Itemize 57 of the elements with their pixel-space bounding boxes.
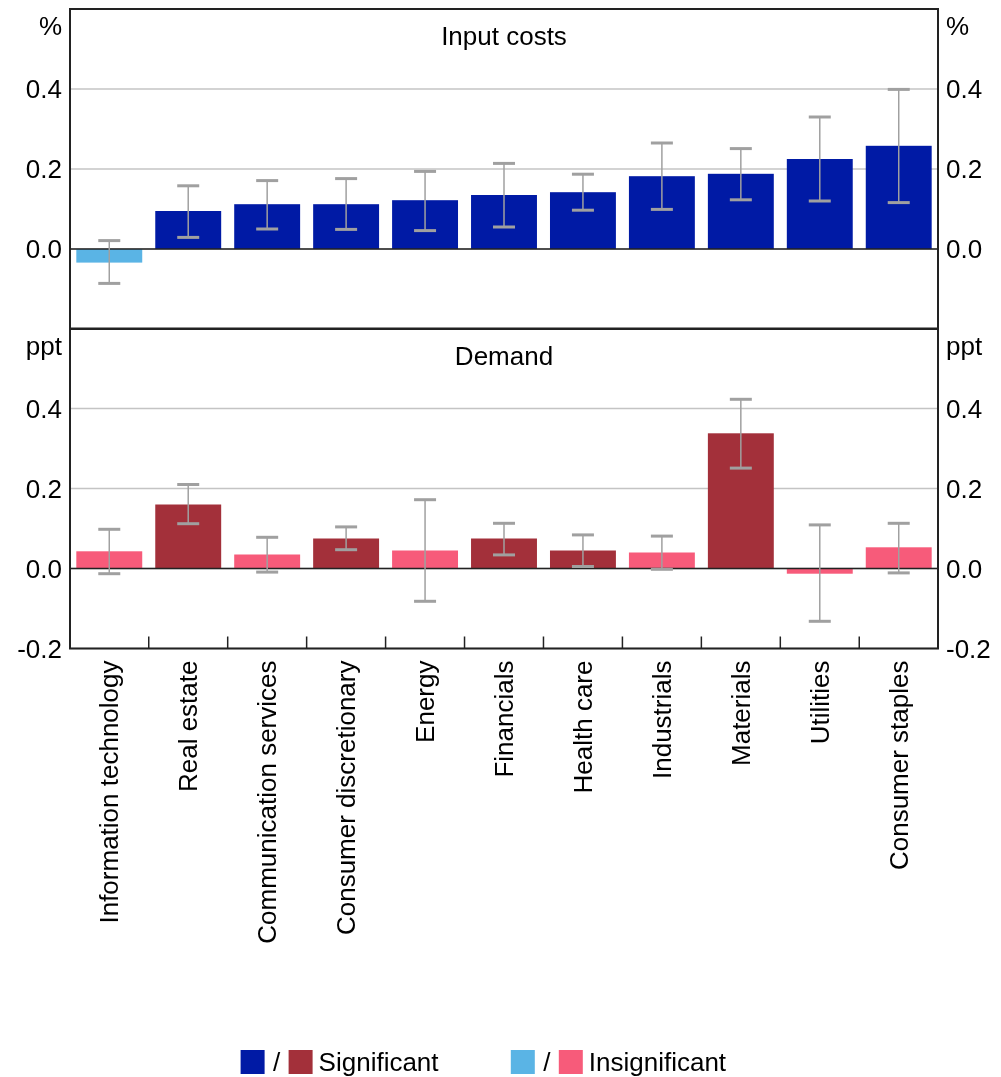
y-tick-label: -0.2 (17, 633, 62, 664)
text: / (272, 1047, 281, 1077)
bar (155, 504, 222, 569)
x-tick-label: Real estate (173, 660, 204, 793)
y2-axis-title: ppt (946, 330, 983, 361)
bar (707, 433, 774, 569)
y-tick-label: 0.2 (25, 154, 62, 185)
y-tick-label: 0.4 (25, 74, 62, 105)
text: Demand (454, 340, 554, 371)
bar (234, 204, 301, 249)
bar (865, 145, 932, 249)
y2-axis-title: % (946, 11, 970, 41)
x-tick-label: Materials (725, 660, 756, 766)
x-tick-label: Health care (568, 660, 599, 794)
bar (549, 192, 616, 249)
x-tick-label: Consumer staples (883, 660, 914, 871)
y2-tick-label: 0.4 (946, 74, 983, 105)
bar (76, 249, 143, 263)
bar (471, 538, 537, 569)
x-tick-label: Industrials (646, 660, 677, 779)
legend-label: Insignificant (588, 1047, 727, 1077)
bar (155, 211, 222, 249)
x-tick-label: Energy (410, 660, 441, 743)
bar (628, 552, 695, 569)
bar (549, 550, 616, 569)
y-tick-label: 0.4 (25, 393, 62, 424)
text: / (543, 1047, 552, 1077)
y-tick-label: 0.2 (25, 473, 62, 504)
y2-tick-label: 0.4 (946, 393, 983, 424)
y2-tick-label: 0.2 (946, 473, 983, 504)
x-tick-label: Information technology (94, 660, 125, 924)
bar (707, 173, 774, 249)
x-tick-label: Communication services (252, 660, 283, 944)
y2-tick-label: -0.2 (946, 633, 991, 664)
y-tick-label: 0.0 (25, 553, 62, 584)
y2-tick-label: 0.2 (946, 154, 983, 185)
bar (392, 200, 459, 249)
bar (786, 159, 853, 249)
y-axis-title: ppt (25, 330, 63, 361)
x-tick-label: Utilities (804, 660, 835, 745)
bar (865, 547, 932, 569)
legend-label: Significant (318, 1047, 440, 1077)
bar (786, 568, 853, 574)
bar (471, 195, 537, 249)
bar (628, 176, 695, 249)
text: Input costs (441, 21, 567, 51)
x-tick-label: Financials (489, 660, 520, 778)
bar (76, 551, 143, 569)
y2-tick-label: 0.0 (946, 234, 983, 265)
bar (313, 538, 380, 569)
bar (313, 204, 380, 249)
y-axis-title: % (38, 11, 62, 41)
y2-tick-label: 0.0 (946, 553, 983, 584)
x-tick-label: Consumer discretionary (331, 660, 362, 936)
y-tick-label: 0.0 (25, 234, 62, 265)
bar (392, 550, 459, 569)
bar (234, 554, 301, 569)
